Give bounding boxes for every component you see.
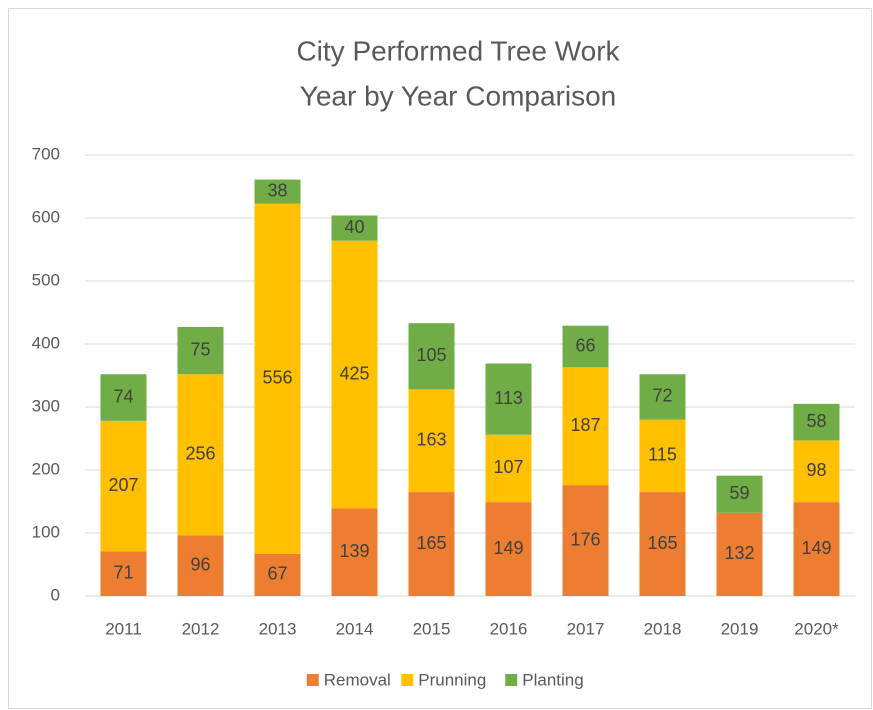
bar-segment (254, 203, 301, 554)
y-tick-label: 400 (32, 333, 60, 352)
y-tick-label: 100 (32, 522, 60, 541)
bar-segment (562, 367, 609, 486)
bar-segment (562, 325, 609, 368)
data-label: 149 (801, 538, 831, 558)
data-label: 59 (729, 483, 749, 503)
bar-segment (331, 240, 378, 509)
bar-segment (639, 374, 686, 420)
data-label: 58 (806, 411, 826, 431)
x-tick-label: 2018 (644, 619, 682, 638)
data-label: 165 (416, 533, 446, 553)
x-tick-label: 2015 (413, 619, 451, 638)
x-tick-label: 2017 (567, 619, 605, 638)
x-tick-label: 2012 (182, 619, 220, 638)
legend-label: Prunning (418, 670, 486, 689)
bar-segment (408, 492, 455, 596)
x-tick-label: 2013 (259, 619, 297, 638)
bar-segment (793, 440, 840, 503)
data-label: 132 (724, 543, 754, 563)
bar-segment (793, 502, 840, 596)
data-label: 74 (113, 386, 133, 406)
x-tick-label: 2011 (105, 619, 142, 638)
bar-segment (177, 535, 224, 596)
bar-segment (331, 508, 378, 596)
data-label: 75 (190, 339, 210, 359)
data-label: 98 (806, 460, 826, 480)
bar-segment (716, 512, 763, 596)
bar-segment (408, 323, 455, 390)
y-tick-label: 600 (32, 207, 60, 226)
legend-swatch (306, 674, 319, 686)
bar-segment (562, 485, 609, 596)
y-tick-label: 0 (51, 585, 60, 604)
data-label: 96 (190, 555, 210, 575)
bar-segment (331, 215, 378, 241)
y-tick-label: 200 (32, 459, 60, 478)
data-label: 139 (339, 541, 369, 561)
bar-segment (485, 434, 532, 503)
data-label: 207 (108, 475, 138, 495)
data-label: 40 (344, 217, 364, 237)
data-label: 187 (570, 415, 600, 435)
bar-segment (177, 374, 224, 536)
data-label: 105 (416, 345, 446, 365)
data-label: 107 (493, 457, 523, 477)
data-label: 149 (493, 538, 523, 558)
bar-segment (716, 475, 763, 513)
legend-swatch (401, 674, 414, 686)
bar-segment (100, 420, 147, 552)
data-label: 67 (267, 564, 287, 584)
data-label: 176 (570, 529, 600, 549)
bar-segment (254, 179, 301, 204)
bar-segment (100, 551, 147, 596)
chart-title: City Performed Tree Work (296, 35, 620, 66)
x-tick-label: 2019 (721, 619, 759, 638)
data-label: 66 (575, 335, 595, 355)
bar-segment (254, 553, 301, 596)
legend-label: Planting (522, 670, 583, 689)
bar-segment (639, 419, 686, 493)
legend-label: Removal (324, 670, 391, 689)
data-label: 425 (339, 363, 369, 383)
bar-segment (100, 374, 147, 421)
bar-segment (793, 403, 840, 441)
y-tick-label: 500 (32, 270, 60, 289)
bar-segment (177, 326, 224, 375)
data-label: 163 (416, 429, 446, 449)
data-label: 71 (113, 562, 133, 582)
y-tick-label: 700 (32, 144, 60, 163)
data-label: 556 (262, 367, 292, 387)
x-tick-label: 2016 (490, 619, 528, 638)
data-label: 113 (494, 388, 523, 408)
data-label: 38 (267, 180, 287, 200)
x-tick-label: 2014 (336, 619, 374, 638)
bar-segment (408, 389, 455, 493)
data-label: 72 (652, 386, 672, 406)
chart-title: Year by Year Comparison (300, 80, 617, 111)
data-label: 115 (648, 445, 677, 465)
bar-segment (639, 492, 686, 596)
legend-swatch (505, 674, 518, 686)
data-label: 256 (185, 444, 215, 464)
bar-segment (485, 502, 532, 596)
y-tick-label: 300 (32, 396, 60, 415)
data-label: 165 (647, 533, 677, 553)
bar-segment (485, 363, 532, 435)
x-tick-label: 2020* (794, 619, 839, 638)
